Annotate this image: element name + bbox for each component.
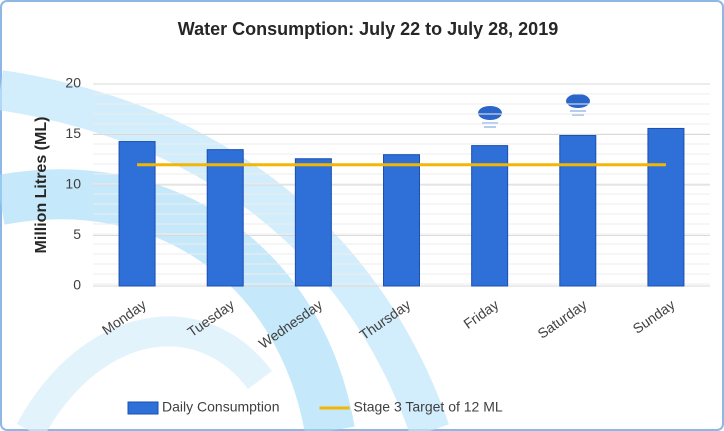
bar	[383, 154, 420, 287]
bar	[294, 158, 332, 287]
y-tick-label: 0	[73, 277, 81, 293]
y-tick-label: 15	[65, 125, 81, 141]
bar	[206, 149, 244, 287]
legend-label: Stage 3 Target of 12 ML	[354, 399, 503, 415]
bar	[647, 127, 685, 287]
bar	[471, 145, 509, 287]
bar	[118, 141, 156, 287]
legend-label: Daily Consumption	[162, 399, 280, 415]
y-axis-label: Million Litres (ML)	[33, 117, 50, 254]
legend-swatch	[127, 401, 159, 415]
bar	[559, 135, 597, 287]
y-tick-label: 5	[73, 226, 81, 242]
y-tick-label: 20	[65, 75, 81, 91]
chart-title: Water Consumption: July 22 to July 28, 2…	[178, 19, 558, 39]
y-tick-label: 10	[65, 176, 81, 192]
